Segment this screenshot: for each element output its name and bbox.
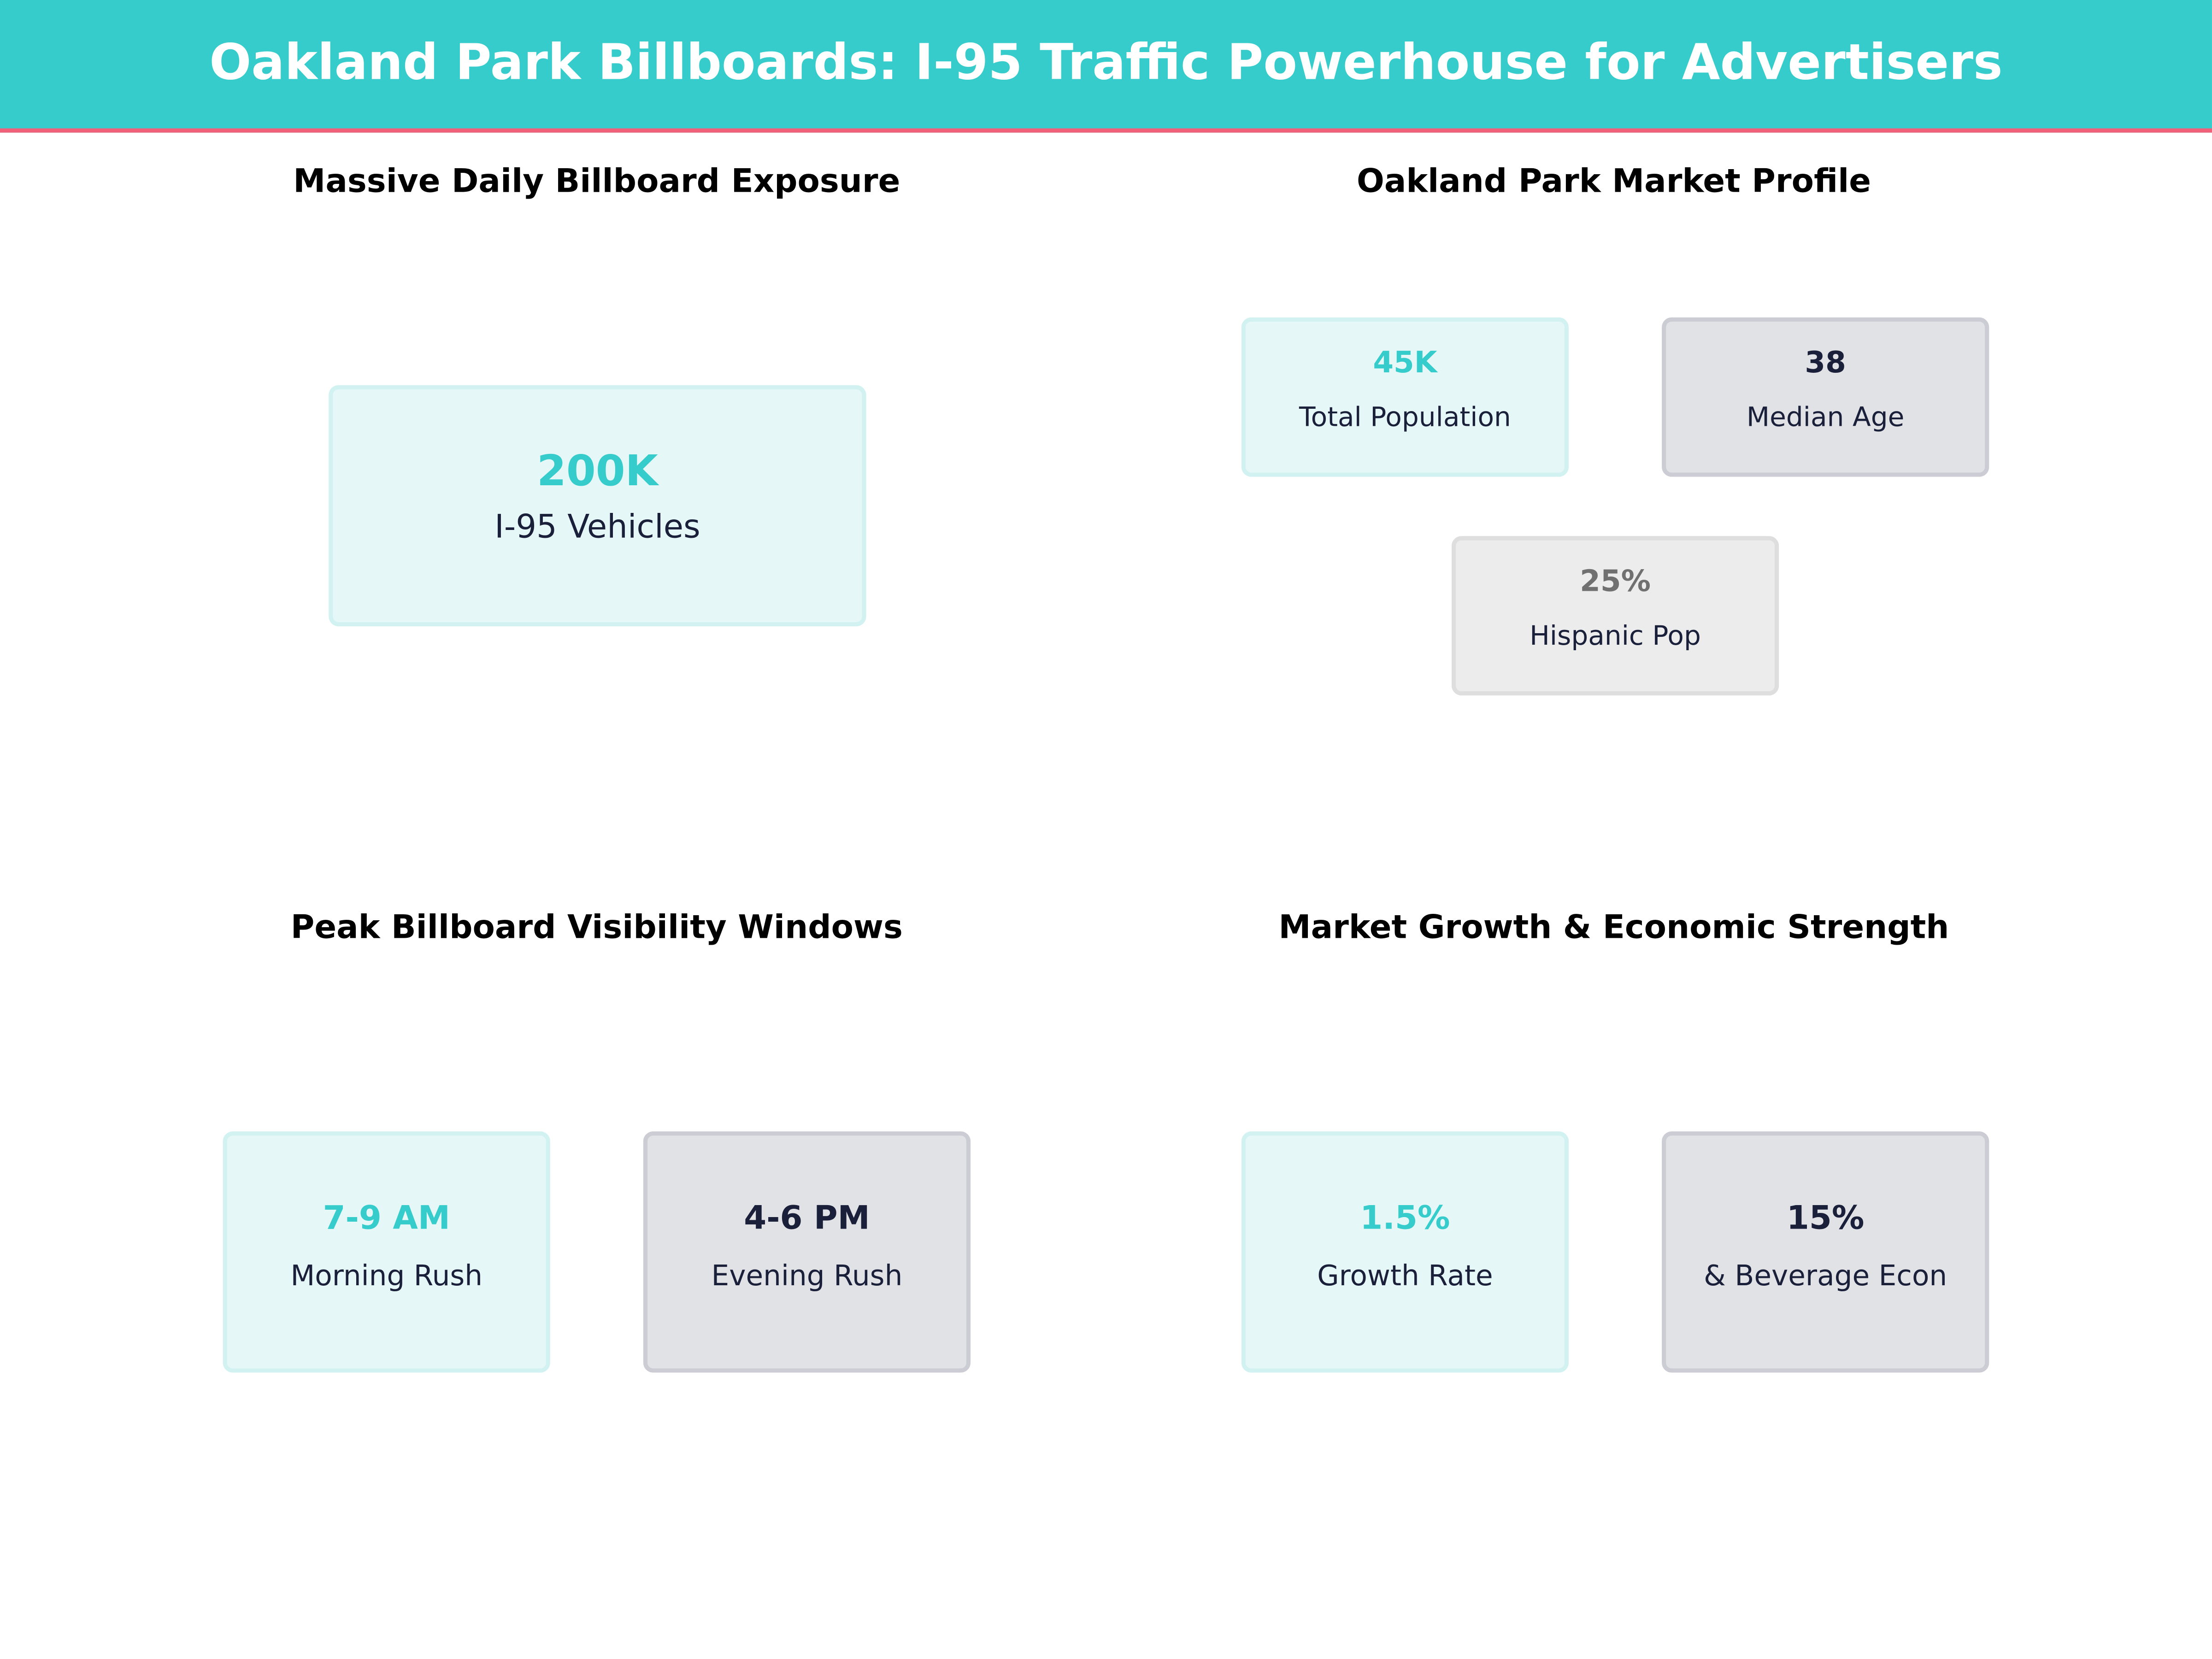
stat-label: Evening Rush <box>711 1258 903 1293</box>
stat-card-evening-rush: 4-6 PM Evening Rush <box>643 1131 971 1373</box>
stat-value: 1.5% <box>1360 1200 1450 1237</box>
stat-card-total-population: 45K Total Population <box>1241 317 1569 477</box>
stat-value: 7-9 AM <box>323 1200 450 1237</box>
stat-value: 25% <box>1580 564 1651 598</box>
stat-card-beverage-econ: 15% & Beverage Econ <box>1662 1131 1989 1373</box>
stat-label: I-95 Vehicles <box>494 509 700 546</box>
stat-label: Hispanic Pop <box>1530 620 1701 652</box>
stat-label: Total Population <box>1299 402 1511 433</box>
stat-card-i95-vehicles: 200K I-95 Vehicles <box>329 385 866 627</box>
stat-label: Median Age <box>1746 402 1905 433</box>
stat-value: 15% <box>1786 1200 1865 1237</box>
stat-card-median-age: 38 Median Age <box>1662 317 1989 477</box>
stat-card-hispanic-pop: 25% Hispanic Pop <box>1451 536 1779 696</box>
section-title-exposure: Massive Daily Billboard Exposure <box>293 164 900 200</box>
stat-value: 4-6 PM <box>744 1200 870 1237</box>
stat-label: & Beverage Econ <box>1704 1258 1947 1293</box>
stat-label: Morning Rush <box>290 1258 483 1293</box>
section-title-growth: Market Growth & Economic Strength <box>1278 910 1949 947</box>
stat-value: 200K <box>536 447 658 497</box>
header-banner: Oakland Park Billboards: I-95 Traffic Po… <box>0 0 2212 133</box>
section-title-market: Oakland Park Market Profile <box>1356 164 1871 200</box>
stat-card-growth-rate: 1.5% Growth Rate <box>1241 1131 1569 1373</box>
section-title-visibility: Peak Billboard Visibility Windows <box>290 910 903 947</box>
stat-value: 45K <box>1373 345 1437 380</box>
stat-card-morning-rush: 7-9 AM Morning Rush <box>223 1131 550 1373</box>
stat-label: Growth Rate <box>1317 1258 1493 1293</box>
stat-value: 38 <box>1805 345 1846 380</box>
page-title: Oakland Park Billboards: I-95 Traffic Po… <box>209 35 2003 92</box>
